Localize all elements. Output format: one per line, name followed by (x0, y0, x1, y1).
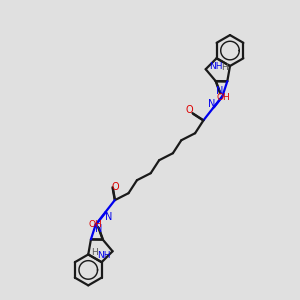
Text: O: O (186, 105, 193, 115)
Text: NH: NH (97, 251, 110, 260)
Text: H: H (91, 248, 98, 257)
Text: N: N (216, 86, 223, 97)
Text: H: H (222, 63, 228, 72)
Text: OH: OH (216, 93, 230, 102)
Text: N: N (208, 99, 215, 109)
Text: O: O (112, 182, 119, 192)
Text: NH: NH (209, 62, 223, 71)
Text: N: N (104, 212, 112, 222)
Text: N: N (95, 224, 102, 234)
Text: OH: OH (88, 220, 102, 229)
